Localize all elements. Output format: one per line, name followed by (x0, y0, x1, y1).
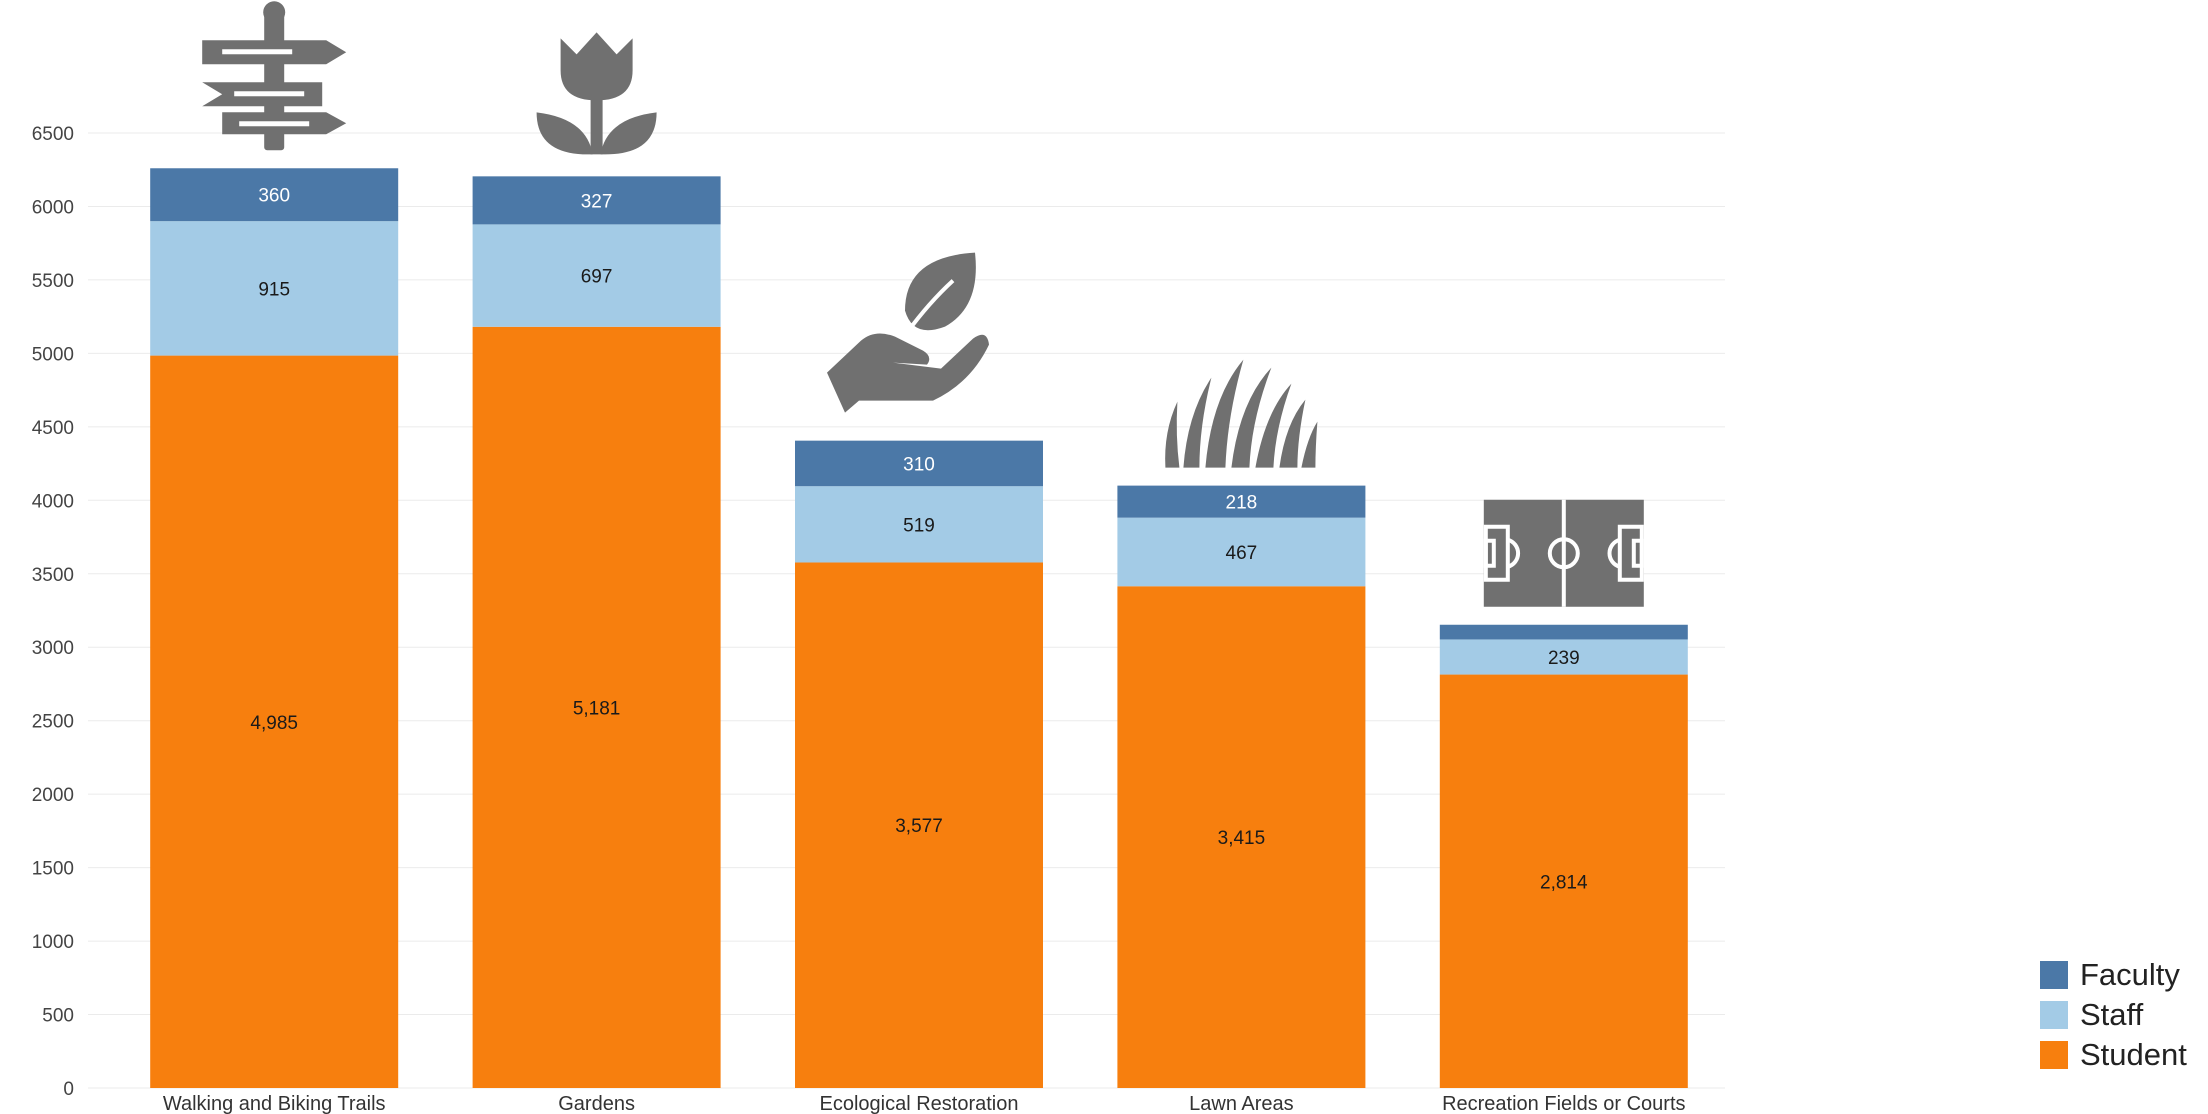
bar-segment-staff (1439, 639, 1688, 675)
x-tick-label: Recreation Fields or Courts (1442, 1093, 1685, 1114)
legend-label-staff: Staff (2080, 997, 2144, 1032)
y-tick-label: 4500 (32, 418, 74, 439)
bar-segment-faculty (1439, 624, 1688, 640)
legend-swatch-student (2040, 1041, 2068, 1069)
bars: 4,985 915 360 5,181 697 327 3,577 519 310 3,415 46… (150, 168, 1688, 1089)
legend-swatch-staff (2040, 1001, 2068, 1029)
bar-segment-student (795, 562, 1043, 1088)
data-label: 2,814 (1540, 872, 1588, 893)
y-tick-label: 5500 (32, 271, 74, 292)
soccer-field-icon (1483, 499, 1644, 607)
signpost-icon (202, 1, 347, 151)
data-label: 310 (903, 454, 935, 475)
data-label: 519 (903, 515, 935, 536)
x-tick-label: Ecological Restoration (820, 1093, 1019, 1114)
bar-segment-faculty (472, 176, 721, 225)
hand-leaf-icon (827, 252, 989, 413)
grass-icon (1165, 359, 1318, 468)
x-tick-label: Walking and Biking Trails (163, 1093, 386, 1114)
data-label: 4,985 (250, 713, 298, 734)
bar-segment-staff (795, 486, 1043, 563)
y-tick-label: 5000 (32, 344, 74, 365)
bar-segment-faculty (795, 440, 1043, 487)
y-tick-label: 3000 (32, 638, 74, 659)
legend-label-student: Student (2080, 1037, 2187, 1072)
legend-item-faculty: Faculty (2040, 955, 2187, 995)
y-axis: 0 500 1000 1500 2000 2500 3000 3500 4000 4500 5000… (32, 124, 74, 1100)
y-tick-label: 0 (63, 1079, 74, 1100)
bar-segment-faculty (1117, 485, 1366, 518)
legend-label-faculty: Faculty (2080, 957, 2180, 992)
bar-segment-staff (472, 224, 721, 327)
data-label: 3,577 (895, 816, 943, 837)
data-label: 467 (1226, 543, 1258, 564)
bar-segment-student (472, 326, 721, 1089)
bar-segment-faculty (150, 168, 399, 222)
y-tick-label: 3500 (32, 565, 74, 586)
y-tick-label: 4000 (32, 491, 74, 512)
data-label: 697 (581, 267, 613, 288)
y-tick-label: 2500 (32, 712, 74, 733)
bar-segment-student (1117, 586, 1366, 1088)
bar-segment-student (1439, 674, 1688, 1088)
y-tick-label: 1500 (32, 859, 74, 880)
y-tick-label: 500 (42, 1006, 74, 1027)
legend: Faculty Staff Student (2040, 955, 2187, 1075)
y-tick-label: 6500 (32, 124, 74, 145)
legend-item-staff: Staff (2040, 995, 2187, 1035)
data-label: 360 (258, 186, 290, 207)
y-tick-label: 1000 (32, 932, 74, 953)
x-axis: Walking and Biking Trails Gardens Ecologic… (163, 1093, 1686, 1114)
bar-segment-staff (1117, 517, 1366, 587)
data-label: 3,415 (1218, 828, 1266, 849)
bar-segment-student (150, 355, 399, 1088)
y-tick-label: 2000 (32, 785, 74, 806)
legend-item-student: Student (2040, 1035, 2187, 1075)
x-tick-label: Gardens (558, 1093, 635, 1114)
data-label: 915 (258, 279, 290, 300)
bar-segment-staff (150, 221, 399, 356)
data-label: 5,181 (573, 698, 621, 719)
data-label: 218 (1226, 493, 1258, 514)
data-label: 239 (1548, 648, 1580, 669)
tulip-icon (536, 32, 657, 155)
y-tick-label: 6000 (32, 197, 74, 218)
data-label: 327 (581, 191, 613, 212)
category-icons (202, 1, 1644, 607)
x-tick-label: Lawn Areas (1189, 1093, 1294, 1114)
legend-swatch-faculty (2040, 961, 2068, 989)
